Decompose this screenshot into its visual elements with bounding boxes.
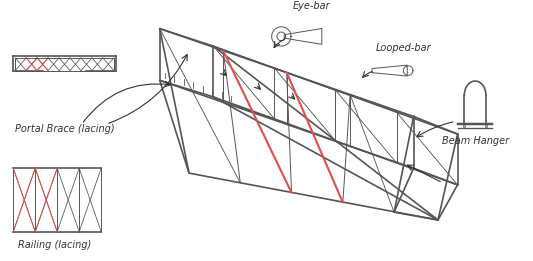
Text: Looped-bar: Looped-bar — [376, 43, 432, 53]
Text: Beam Hanger: Beam Hanger — [441, 136, 508, 146]
Text: Eye-bar: Eye-bar — [292, 1, 330, 11]
Text: Railing (lacing): Railing (lacing) — [18, 240, 91, 250]
Text: Portal Brace (lacing): Portal Brace (lacing) — [15, 124, 115, 134]
